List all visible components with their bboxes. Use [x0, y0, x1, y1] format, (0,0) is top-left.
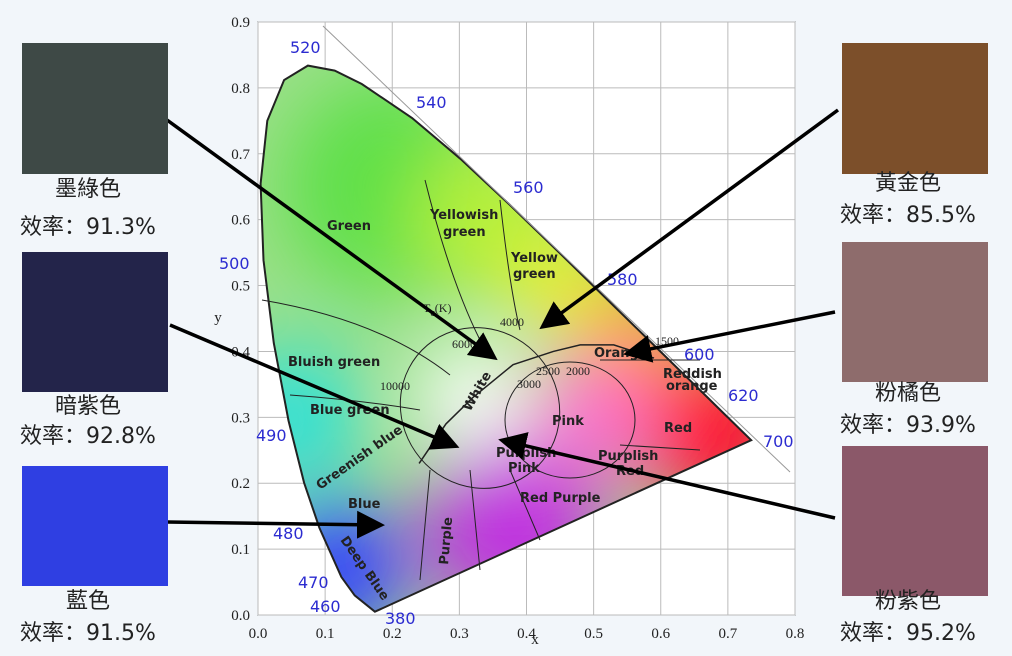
temperature: 3000	[517, 377, 541, 391]
region-label: green	[443, 225, 486, 240]
wavelength: 540	[416, 93, 447, 112]
swatch-name: 粉橘色	[875, 381, 941, 406]
wavelength: 700	[763, 432, 794, 451]
locus-unit: (K)	[435, 301, 452, 315]
swatch-name: 暗紫色	[55, 394, 121, 419]
x-tick-label: 0.8	[786, 626, 805, 642]
swatch-name: 藍色	[66, 589, 110, 614]
swatch-efficiency: 效率：91.3%	[20, 215, 156, 240]
wavelength: 470	[298, 573, 329, 592]
swatch-efficiency: 效率：93.9%	[840, 413, 976, 438]
wavelength: 500	[219, 254, 250, 273]
color-swatch	[22, 466, 168, 586]
temperature: 10000	[380, 379, 410, 393]
region-label: Purplish	[598, 449, 658, 464]
region-label: Red	[664, 421, 692, 436]
wavelength: 480	[273, 524, 304, 543]
temperature: 4000	[500, 315, 524, 329]
y-tick-label: 0.6	[231, 213, 250, 229]
region-label: Orange	[594, 346, 648, 361]
x-tick-label: 0.7	[719, 626, 738, 642]
wavelength: 380	[385, 609, 416, 628]
region-label: Blue green	[310, 403, 390, 418]
region-label: Purplish	[496, 446, 556, 461]
swatch-efficiency: 效率：92.8%	[20, 424, 156, 449]
temperature: 6000	[452, 337, 476, 351]
wavelength: 490	[256, 426, 287, 445]
color-swatch	[22, 252, 168, 392]
color-swatch	[842, 43, 988, 174]
y-tick-label: 0.5	[231, 279, 250, 295]
y-tick-label: 0.0	[231, 608, 250, 624]
x-tick-label: 0.3	[450, 626, 469, 642]
region-label: Pink	[552, 414, 584, 429]
x-tick-label: 0.1	[316, 626, 335, 642]
region-label: Pink	[508, 461, 540, 476]
region-label: green	[513, 267, 556, 282]
color-swatch	[842, 446, 988, 596]
color-swatch	[22, 43, 168, 174]
region-label: Blue	[348, 497, 381, 512]
region-label: Red Purple	[520, 491, 601, 506]
y-tick-label: 0.2	[231, 476, 250, 492]
x-tick-label: 0.0	[249, 626, 268, 642]
swatch-efficiency: 效率：91.5%	[20, 621, 156, 646]
region-label: Green	[327, 219, 371, 234]
swatch-name: 黃金色	[875, 171, 941, 196]
wavelength: 600	[684, 345, 715, 364]
wavelength: 580	[607, 270, 638, 289]
x-tick-label: 0.6	[651, 626, 670, 642]
wavelength: 620	[728, 386, 759, 405]
swatch-name: 粉紫色	[875, 589, 941, 614]
swatch-name: 墨綠色	[55, 177, 121, 202]
temperature: 2500	[536, 364, 560, 378]
wavelength: 560	[513, 178, 544, 197]
y-tick-label: 0.8	[231, 81, 250, 97]
x-tick-label: 0.2	[383, 626, 402, 642]
wavelength: 520	[290, 38, 321, 57]
temperature: 2000	[566, 364, 590, 378]
wavelength: 460	[310, 597, 341, 616]
swatch-efficiency: 效率：95.2%	[840, 621, 976, 646]
region-label: orange	[666, 379, 718, 394]
swatch-efficiency: 效率：85.5%	[840, 203, 976, 228]
y-tick-label: 0.1	[231, 542, 250, 558]
region-label: Yellow	[510, 251, 558, 266]
x-tick-label: 0.5	[584, 626, 603, 642]
region-label: Yellowish	[429, 208, 498, 223]
x-axis-label: x	[531, 632, 539, 648]
region-label: Bluish green	[288, 355, 380, 370]
figure: 0.00.10.20.30.40.50.60.70.80.00.10.20.30…	[0, 0, 1012, 656]
y-tick-label: 0.7	[231, 147, 250, 163]
y-tick-label: 0.9	[231, 15, 250, 31]
y-tick-label: 0.3	[231, 410, 250, 426]
y-axis-label: y	[214, 310, 222, 326]
color-swatch	[842, 242, 988, 382]
